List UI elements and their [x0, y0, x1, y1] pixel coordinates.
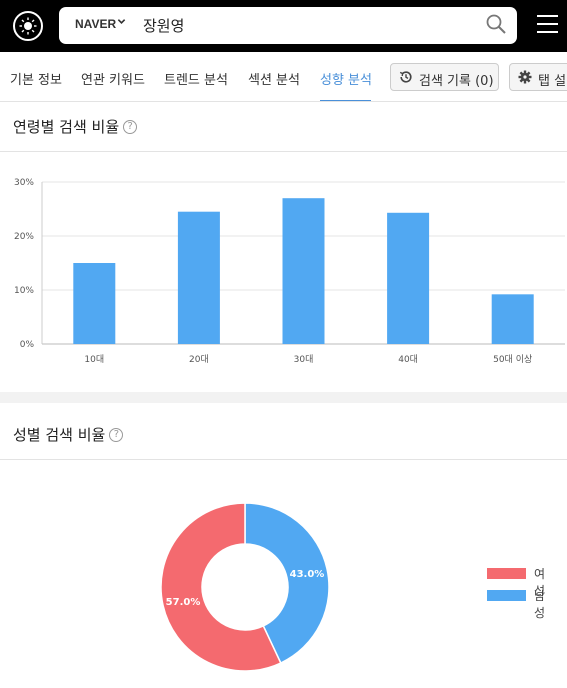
- engine-selector[interactable]: NAVER: [75, 17, 117, 31]
- legend-swatch: [487, 568, 526, 579]
- gear-icon: [518, 70, 532, 88]
- slice-value-label: 57.0%: [166, 597, 201, 608]
- section-divider: [0, 459, 567, 460]
- search-history-button[interactable]: 검색 기록 (0): [390, 63, 499, 91]
- tab-settings-label: 탭 설: [538, 74, 567, 89]
- active-tab-indicator: [320, 100, 371, 101]
- x-tick-label: 20대: [189, 354, 209, 365]
- sun-logo-icon[interactable]: [13, 11, 43, 41]
- tab-section-analysis[interactable]: 섹션 분석: [248, 73, 300, 88]
- x-tick-label: 50대 이상: [493, 354, 532, 365]
- y-tick-label: 0%: [20, 340, 35, 350]
- x-tick-label: 30대: [294, 354, 314, 365]
- gender-donut-chart: 43.0% 57.0%: [160, 502, 330, 672]
- hamburger-menu-icon[interactable]: [537, 15, 558, 35]
- tab-basic-info[interactable]: 기본 정보: [10, 73, 62, 88]
- tab-trend-analysis[interactable]: 트렌드 분석: [164, 73, 228, 88]
- search-icon[interactable]: [485, 13, 509, 37]
- chevron-down-icon[interactable]: [117, 16, 126, 29]
- search-box[interactable]: NAVER 장원영: [59, 7, 517, 44]
- bar[interactable]: [491, 294, 534, 344]
- top-bar: NAVER 장원영: [0, 0, 567, 52]
- tab-related-keywords[interactable]: 연관 키워드: [81, 73, 145, 88]
- question-circle-icon[interactable]: ?: [109, 427, 124, 442]
- section-separator: [0, 392, 567, 403]
- y-tick-label: 20%: [14, 232, 34, 242]
- y-tick-label: 10%: [14, 286, 34, 296]
- x-tick-label: 40대: [398, 354, 418, 365]
- bar[interactable]: [282, 198, 325, 344]
- section-divider: [0, 151, 567, 152]
- pie-slice[interactable]: [160, 502, 282, 672]
- age-section-title: 연령별 검색 비율?: [13, 116, 138, 137]
- question-circle-icon[interactable]: ?: [123, 119, 138, 134]
- x-tick-label: 10대: [84, 354, 104, 365]
- search-history-label: 검색 기록 (0): [419, 74, 494, 89]
- bar[interactable]: [387, 212, 430, 344]
- history-icon: [399, 70, 413, 88]
- legend-swatch: [487, 590, 526, 601]
- age-section-title-text: 연령별 검색 비율: [13, 118, 120, 136]
- gender-section-title-text: 성별 검색 비율: [13, 426, 106, 444]
- bar[interactable]: [177, 211, 220, 344]
- tab-bar: 기본 정보 연관 키워드 트렌드 분석 섹션 분석 성향 분석 검색 기록 (0…: [0, 53, 567, 102]
- tab-tendency-analysis[interactable]: 성향 분석: [320, 73, 372, 88]
- pie-slice[interactable]: [244, 502, 330, 665]
- legend-label: 남성: [534, 589, 546, 620]
- legend-label: 여성: [534, 567, 546, 598]
- slice-value-label: 43.0%: [290, 569, 325, 580]
- y-tick-label: 30%: [14, 178, 34, 188]
- gender-section-title: 성별 검색 비율?: [13, 424, 124, 445]
- tab-settings-button[interactable]: 탭 설: [509, 63, 567, 91]
- bar[interactable]: [73, 263, 116, 344]
- search-input[interactable]: 장원영: [143, 17, 185, 35]
- age-bar-chart: 0% 10% 20% 30% 10대 20대 30대 40대 50대 이상: [14, 178, 565, 365]
